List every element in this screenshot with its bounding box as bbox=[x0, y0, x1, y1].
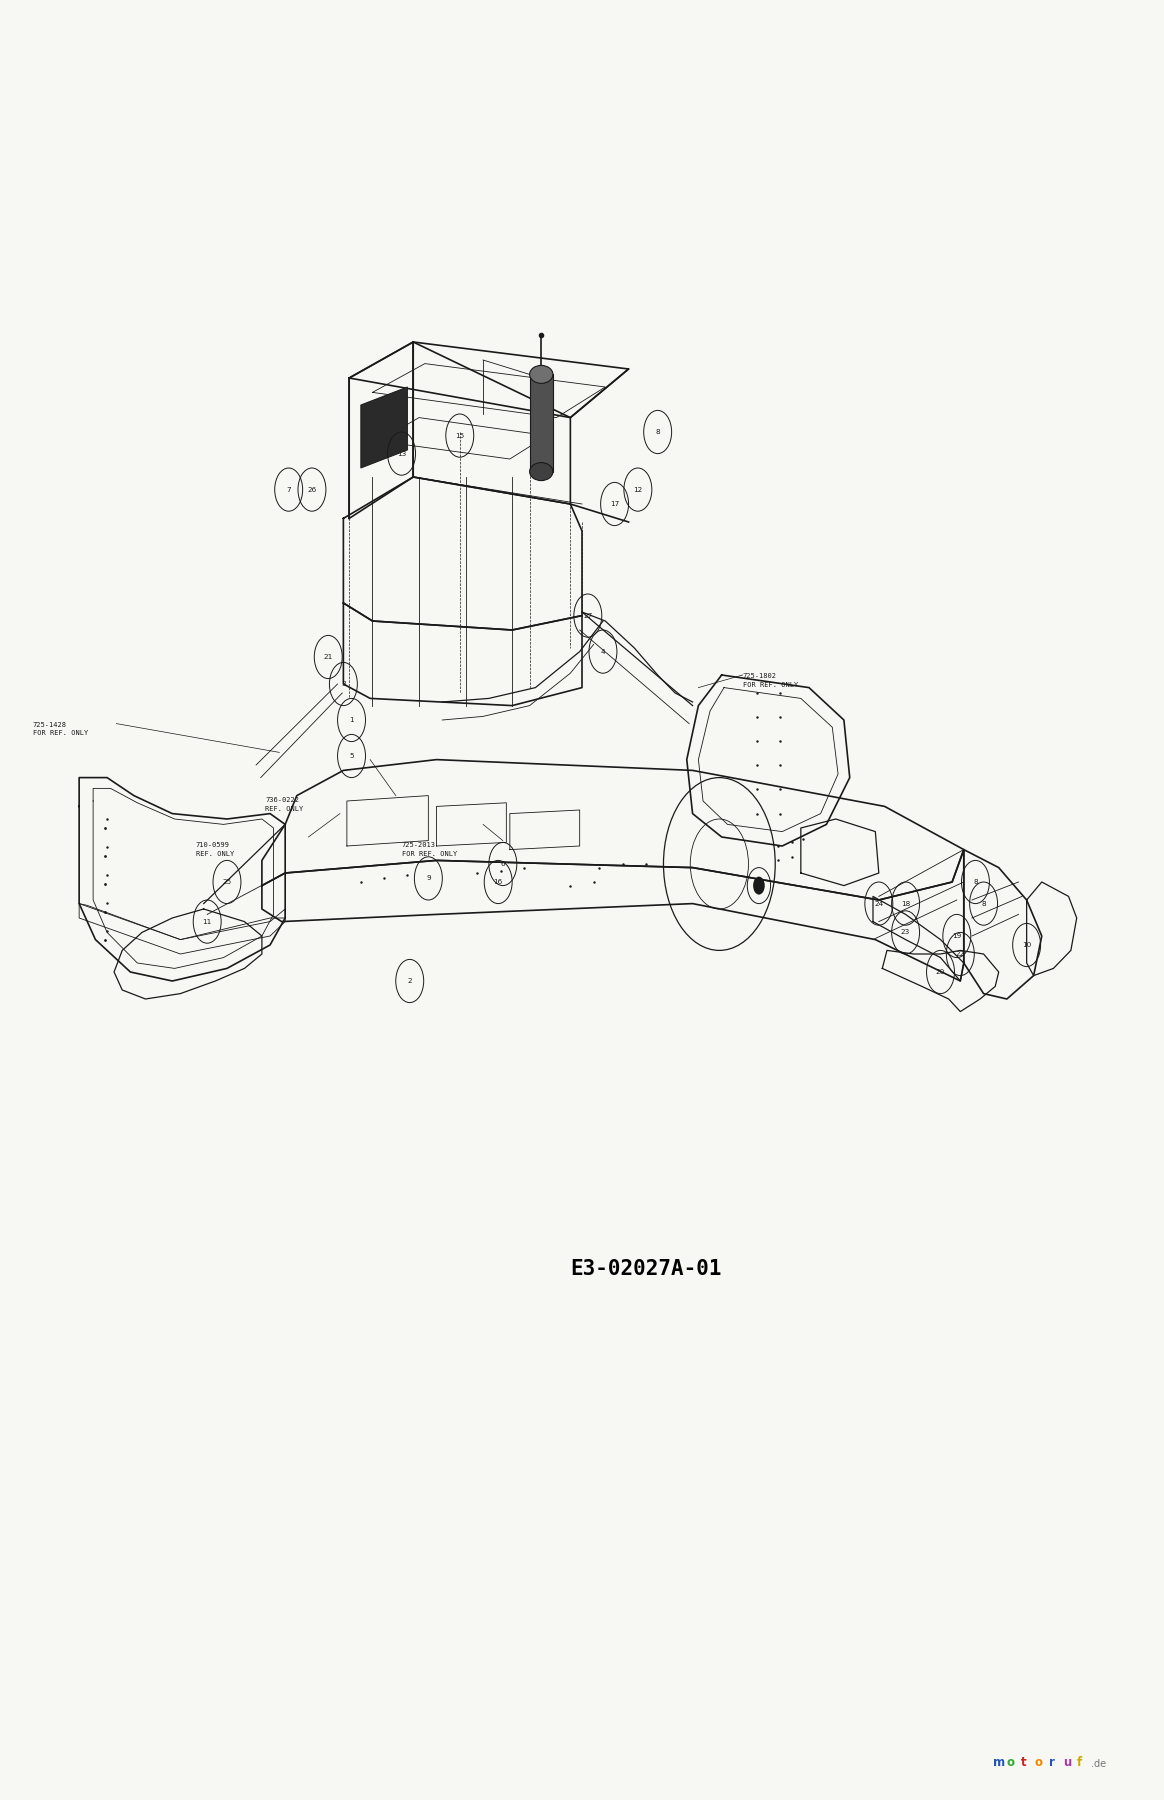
Text: 8: 8 bbox=[981, 900, 986, 907]
Text: 6: 6 bbox=[501, 860, 505, 868]
Text: 11: 11 bbox=[203, 918, 212, 925]
Text: 725-1428
FOR REF. ONLY: 725-1428 FOR REF. ONLY bbox=[33, 722, 87, 736]
Ellipse shape bbox=[530, 463, 553, 481]
Text: 17: 17 bbox=[610, 500, 619, 508]
Text: 25: 25 bbox=[222, 878, 232, 886]
Text: 18: 18 bbox=[901, 900, 910, 907]
Text: f: f bbox=[1077, 1757, 1083, 1769]
Bar bbox=[530, 374, 553, 472]
Text: 710-0599
REF. ONLY: 710-0599 REF. ONLY bbox=[196, 842, 234, 857]
Text: 16: 16 bbox=[494, 878, 503, 886]
Text: t: t bbox=[1021, 1757, 1027, 1769]
Text: r: r bbox=[1049, 1757, 1055, 1769]
Text: 12: 12 bbox=[633, 486, 643, 493]
Text: 5: 5 bbox=[349, 752, 354, 760]
Text: 27: 27 bbox=[583, 612, 592, 619]
Text: 24: 24 bbox=[874, 900, 883, 907]
Text: 3: 3 bbox=[341, 680, 346, 688]
Text: 15: 15 bbox=[455, 432, 464, 439]
Text: 2: 2 bbox=[407, 977, 412, 985]
Text: 1: 1 bbox=[349, 716, 354, 724]
Text: o: o bbox=[1035, 1757, 1043, 1769]
Text: 9: 9 bbox=[426, 875, 431, 882]
Text: u: u bbox=[1063, 1757, 1071, 1769]
Text: 10: 10 bbox=[1022, 941, 1031, 949]
Text: 13: 13 bbox=[397, 450, 406, 457]
Text: E3-02027A-01: E3-02027A-01 bbox=[570, 1258, 722, 1280]
Text: 725-1802
FOR REF. ONLY: 725-1802 FOR REF. ONLY bbox=[743, 673, 797, 688]
Text: 4: 4 bbox=[601, 648, 605, 655]
Text: 26: 26 bbox=[307, 486, 317, 493]
Text: 8: 8 bbox=[973, 878, 978, 886]
Polygon shape bbox=[361, 387, 407, 468]
Text: 736-0222
REF. ONLY: 736-0222 REF. ONLY bbox=[265, 797, 304, 812]
Ellipse shape bbox=[530, 365, 553, 383]
Text: .de: .de bbox=[1091, 1759, 1106, 1769]
Text: 19: 19 bbox=[952, 932, 961, 940]
Text: o: o bbox=[1007, 1757, 1015, 1769]
Text: 23: 23 bbox=[901, 929, 910, 936]
Text: 21: 21 bbox=[324, 653, 333, 661]
Text: m: m bbox=[993, 1757, 1005, 1769]
Circle shape bbox=[753, 877, 765, 895]
Text: 7: 7 bbox=[286, 486, 291, 493]
Text: 22: 22 bbox=[956, 950, 965, 958]
Text: 20: 20 bbox=[936, 968, 945, 976]
Text: 8: 8 bbox=[655, 428, 660, 436]
Text: 725-2013
FOR REF. ONLY: 725-2013 FOR REF. ONLY bbox=[402, 842, 456, 857]
